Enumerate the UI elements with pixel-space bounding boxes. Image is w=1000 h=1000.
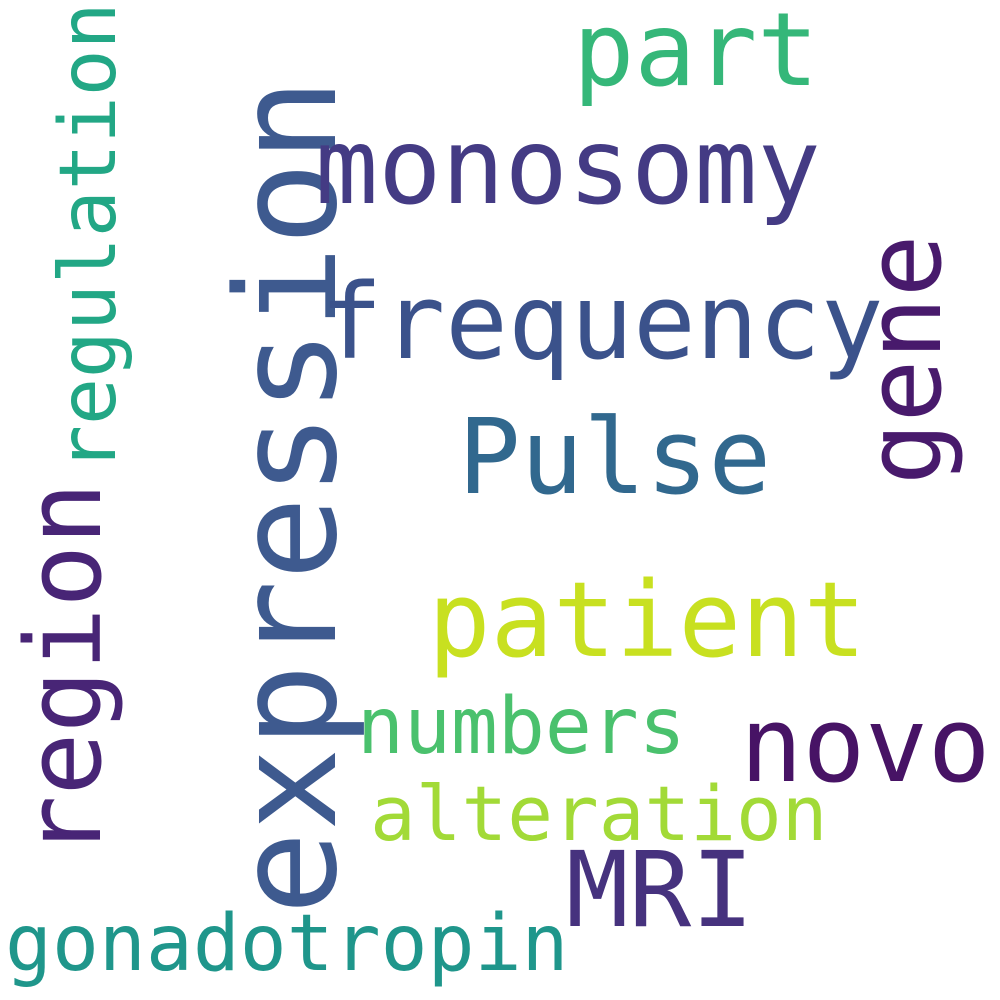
word-frequency: frequency bbox=[320, 261, 884, 383]
word-numbers: numbers bbox=[357, 682, 686, 772]
word-regulation: regulation bbox=[44, 2, 134, 472]
word-region: region bbox=[3, 482, 125, 858]
word-alteration: alteration bbox=[370, 769, 828, 858]
word-gonadotropin: gonadotropin bbox=[5, 899, 569, 989]
word-part: part bbox=[573, 0, 819, 110]
word-pulse: Pulse bbox=[458, 396, 772, 518]
word-gene: gene bbox=[843, 234, 965, 485]
word-mri: MRI bbox=[566, 829, 754, 951]
word-monosomy: monosomy bbox=[315, 106, 821, 228]
word-novo: novo bbox=[740, 684, 991, 806]
word-patient: patient bbox=[428, 559, 867, 681]
